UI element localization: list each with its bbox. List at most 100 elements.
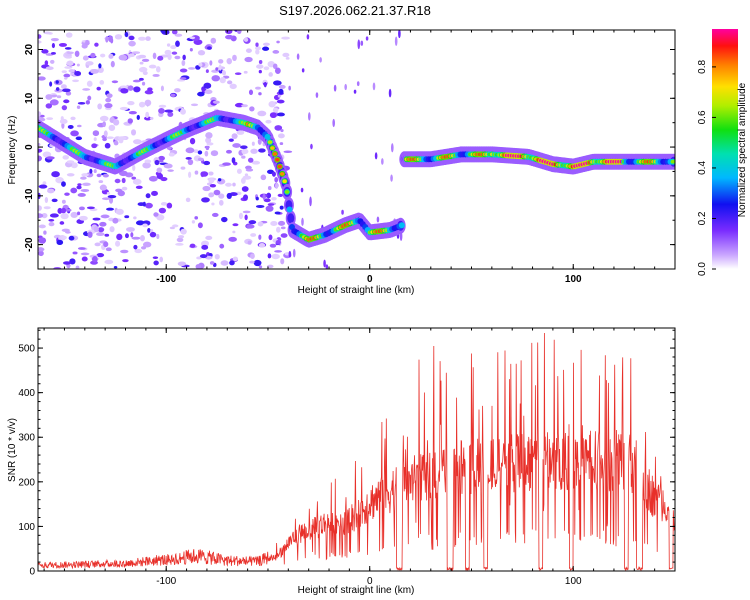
spectrogram-cell <box>99 184 107 191</box>
spectrogram-cell <box>255 49 260 55</box>
spectrogram-cell <box>99 115 109 122</box>
spectrogram-cell <box>38 205 42 211</box>
spectrogram-cell <box>341 209 344 215</box>
spectrogram-cell <box>213 189 221 196</box>
spectrogram-cell <box>133 86 141 93</box>
spectrogram-cell <box>145 36 151 41</box>
spectrogram-cell <box>77 193 86 197</box>
spectrogram-cell <box>268 101 276 108</box>
spectrogram-cell <box>90 52 96 58</box>
spectrogram-cell <box>75 265 80 269</box>
spectrogram-cell <box>93 225 99 233</box>
spectrogram-cell <box>175 242 184 246</box>
spectrogram-cell <box>142 201 146 207</box>
spectrogram-cell <box>61 199 66 204</box>
spectrogram-cell <box>106 93 113 99</box>
spectrogram-cell <box>133 244 138 250</box>
spectrogram-cell <box>60 213 69 220</box>
spectrogram-cell <box>127 118 133 124</box>
spectrogram-cell <box>124 215 130 219</box>
spectrogram-cell <box>241 155 246 159</box>
spectrogram-cell <box>160 202 168 206</box>
spectrogram-cell <box>306 34 310 40</box>
spectrogram-cell <box>61 181 66 187</box>
spectrogram-cell <box>102 137 107 142</box>
spectrogram-cell <box>257 110 267 117</box>
spectrogram-cell <box>267 203 275 206</box>
spectrogram-cell <box>276 226 281 233</box>
spectrogram-cell <box>286 206 293 213</box>
spectrogram-cell <box>262 79 268 84</box>
spectrogram-cell <box>62 88 71 93</box>
snr-panel: -100 0 100 0 100 200 300 400 500 Height of strai… <box>7 327 676 596</box>
spectrogram-cell <box>240 145 248 150</box>
spectrogram-cell <box>265 205 274 212</box>
spectrogram-cell <box>244 173 249 177</box>
spectrogram-cell <box>257 221 264 227</box>
snr-y-tick-label: 0 <box>29 567 35 578</box>
spectrogram-cell <box>67 124 74 129</box>
spectrogram-cell <box>45 103 53 109</box>
spectrogram-cell <box>104 259 114 265</box>
spectrogram-cell <box>264 133 271 140</box>
spectrogram-cell <box>170 93 176 97</box>
spectrogram-cell <box>59 221 65 225</box>
spectrogram-cell <box>238 212 243 220</box>
spectrogram-cell <box>374 152 378 160</box>
colorbar-tick-label: 0.0 <box>697 262 708 276</box>
spectrogram-cell <box>270 220 278 226</box>
spectrogram-cell <box>66 51 74 55</box>
spectrogram-cell <box>141 58 150 62</box>
spectrogram-cell <box>242 210 251 214</box>
spectrogram-cell <box>144 116 152 121</box>
spectrogram-cell <box>205 146 210 151</box>
spectrogram-cell <box>232 230 236 234</box>
spectrogram-cell <box>236 30 242 34</box>
spectrogram-cell <box>50 51 56 55</box>
spectrogram-cell <box>308 112 311 121</box>
spectrogram-y-tick-label: 10 <box>24 92 35 104</box>
spectrogram-cell <box>51 198 58 203</box>
spectrogram-cell <box>139 235 145 242</box>
spectrogram-cell <box>276 112 285 117</box>
spectrogram-cell <box>225 30 233 35</box>
spectrogram-cell <box>232 256 239 262</box>
spectrogram-cell <box>38 184 48 189</box>
spectrogram-cell <box>44 60 49 66</box>
spectrogram-cell <box>133 216 137 220</box>
spectrogram-cell <box>90 68 99 74</box>
spectrogram-cell <box>315 92 319 98</box>
spectrogram-cell <box>262 42 270 46</box>
spectrogram-cell <box>280 226 286 230</box>
spectrogram-cell <box>92 130 100 137</box>
spectrogram-cell <box>130 129 137 136</box>
spectrogram-cell <box>281 36 290 40</box>
spectrogram-cell <box>81 256 88 262</box>
spectrogram-cell <box>394 36 398 47</box>
spectrogram-cell <box>63 99 70 104</box>
spectrogram-cell <box>167 53 172 61</box>
spectrogram-cell <box>245 168 254 172</box>
spectrogram-cell <box>55 177 64 184</box>
spectrogram-cell <box>190 103 199 107</box>
spectrogram-cell <box>188 67 196 70</box>
spectrogram-cell <box>166 202 173 209</box>
spectrogram-cell <box>196 256 202 260</box>
spectrogram-cell <box>398 30 401 39</box>
spectrogram-cell <box>250 148 258 154</box>
spectrogram-cell <box>93 137 97 141</box>
spectrogram-cell <box>376 216 380 223</box>
spectrogram-cell <box>128 40 136 47</box>
spectrogram-cell <box>45 94 53 100</box>
spectrogram-cell <box>248 220 257 225</box>
spectrogram-cell <box>282 52 290 58</box>
spectrogram-cell <box>85 100 91 105</box>
spectrogram-cell <box>131 236 141 240</box>
spectrogram-cell <box>145 193 151 199</box>
spectrogram-cell <box>197 91 205 97</box>
spectrogram-cell <box>269 112 277 119</box>
spectrogram-cell <box>247 157 254 163</box>
spectrogram-cell <box>120 249 129 254</box>
spectrogram-cell <box>179 77 187 80</box>
